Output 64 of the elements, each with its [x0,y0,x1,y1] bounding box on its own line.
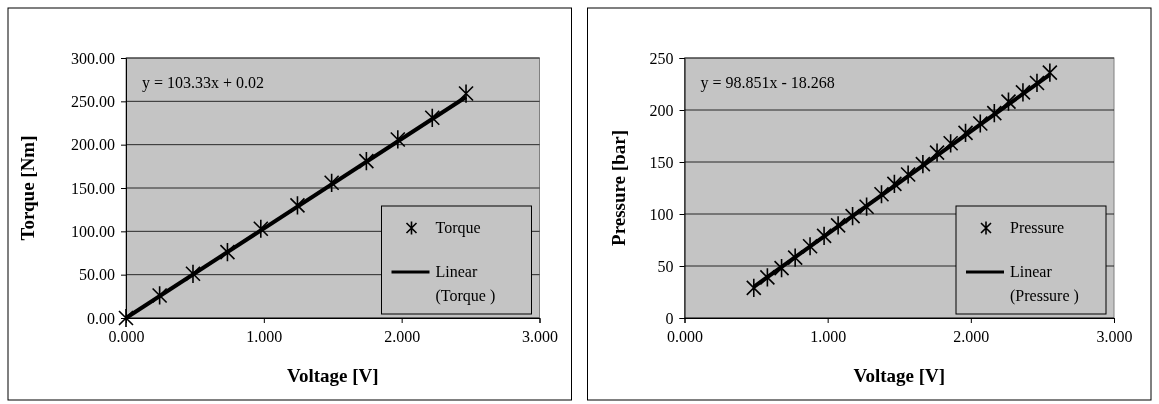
x-tick-label: 2.000 [384,328,421,346]
point [886,173,903,194]
point [929,142,945,163]
point [986,103,1003,124]
point [942,133,959,154]
point [858,196,875,217]
y-tick-label: 300.00 [71,49,115,67]
y-tick-label: 250.00 [71,92,115,110]
x-tick-label: 2.000 [953,328,990,346]
point [185,263,201,284]
x-tick-label: 0.000 [667,328,703,346]
point [424,107,441,128]
point [816,225,832,246]
point [802,236,818,257]
y-tick-label: 150 [649,153,674,171]
y-axis-title: Pressure [bar] [607,130,629,246]
y-axis-title: Torque [Nm] [17,135,38,241]
point [773,258,790,278]
point [253,218,269,239]
point [151,285,168,306]
annotation: y = 98.851x - 18.268 [700,74,835,92]
y-tick-label: 200.00 [71,136,115,154]
point [458,83,474,104]
point [745,277,762,298]
point [873,184,890,205]
point [219,242,236,263]
point [844,206,861,226]
point [1015,82,1031,103]
y-tick-label: 250 [649,49,674,67]
point [1000,91,1017,112]
y-tick-label: 100.00 [71,222,115,240]
x-tick-label: 3.000 [1096,328,1133,346]
point [759,267,776,288]
point [323,172,340,193]
x-axis-title: Voltage [V] [853,365,946,386]
point [830,215,846,236]
point [289,195,306,216]
point [915,154,931,174]
y-tick-label: 0.00 [87,309,115,327]
x-tick-label: 3.000 [522,328,558,346]
point [957,122,974,143]
y-tick-label: 50 [657,257,674,275]
point [1029,73,1045,93]
legend-label: Pressure [1010,219,1065,236]
point [972,113,989,134]
point [390,129,406,150]
y-tick-label: 200 [649,101,674,119]
point [358,151,375,172]
point [118,308,134,328]
point [900,164,916,185]
y-tick-label: 50.00 [79,266,115,284]
y-tick-label: 100 [649,205,674,223]
legend-label: Linear (Pressure ) [1010,263,1079,305]
point [1042,62,1058,83]
x-axis-title: Voltage [V] [286,365,379,386]
x-tick-label: 1.000 [810,328,847,346]
y-tick-label: 150.00 [71,179,115,197]
y-tick-label: 0 [665,309,674,327]
x-tick-label: 0.000 [108,328,145,346]
legend-label: Linear (Torque ) [435,263,496,305]
x-tick-label: 1.000 [246,328,283,346]
legend-label: Torque [435,219,481,237]
annotation: y = 103.33x + 0.02 [142,74,265,92]
point [787,247,803,268]
